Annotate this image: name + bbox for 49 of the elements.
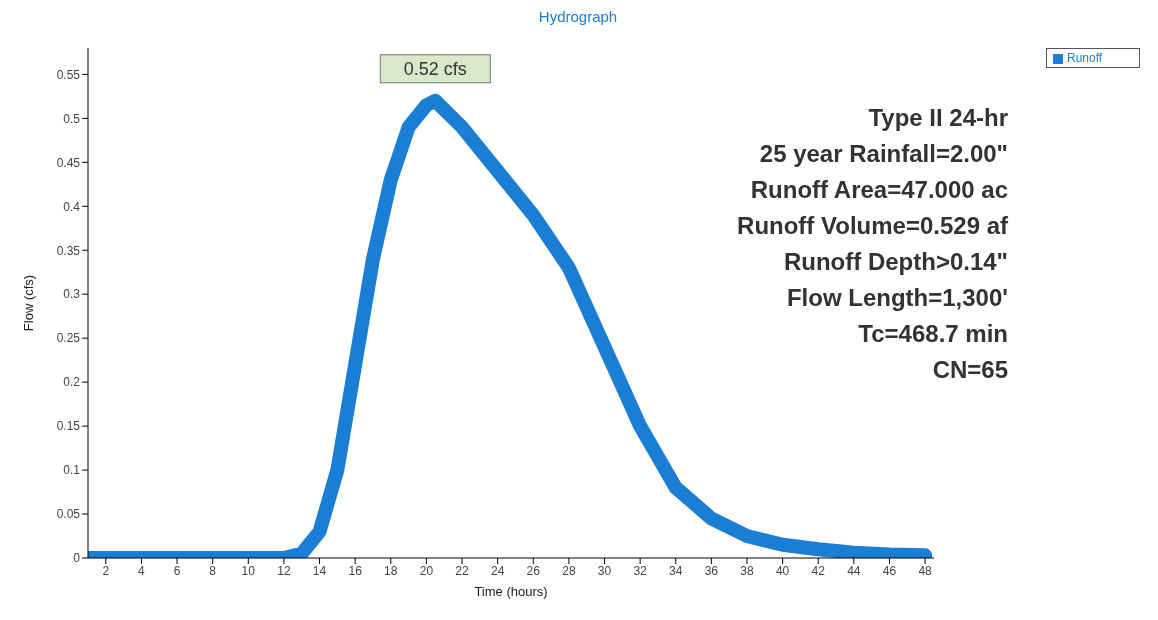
x-tick-label: 30 [597, 563, 612, 578]
x-tick-label: 4 [138, 563, 146, 578]
x-tick-label: 42 [811, 563, 826, 578]
x-tick-label: 10 [241, 563, 256, 578]
x-tick-label: 44 [847, 563, 861, 578]
y-tick-label: 0.25 [56, 331, 81, 346]
x-tick-label: 46 [882, 563, 897, 578]
x-tick-label: 8 [209, 563, 217, 578]
annotation: 0.52 cfs [403, 58, 467, 79]
y-tick-label: 0.5 [63, 111, 81, 126]
x-tick-label: 36 [704, 563, 719, 578]
y-tick-label: 0.45 [56, 155, 81, 170]
y-tick-label: 0.55 [56, 67, 81, 82]
x-tick-label: 22 [455, 563, 470, 578]
annotation: Tc=468.7 min [857, 319, 1008, 349]
x-tick-label: 14 [312, 563, 327, 578]
x-axis-title: Time (hours) [474, 584, 548, 599]
annotation: Type II 24-hr [867, 103, 1008, 133]
annotation: Runoff Volume=0.529 af [737, 211, 1008, 241]
x-tick-label: 18 [384, 563, 398, 578]
x-tick-label: 26 [526, 563, 541, 578]
x-tick-label: 6 [173, 563, 181, 578]
x-tick-label: 20 [419, 563, 434, 578]
chart-title: Hydrograph [537, 8, 619, 27]
y-tick-label: 0 [73, 551, 81, 566]
annotation: Flow Length=1,300' [785, 283, 1008, 313]
y-tick-label: 0.4 [63, 199, 81, 214]
y-tick-label: 0.15 [56, 419, 81, 434]
annotation: Runoff Depth>0.14" [782, 247, 1008, 277]
x-tick-label: 28 [562, 563, 576, 578]
annotation: CN=65 [931, 355, 1008, 385]
x-tick-label: 12 [277, 563, 291, 578]
annotation: 25 year Rainfall=2.00" [758, 139, 1008, 169]
legend-label: Runoff [1067, 51, 1103, 65]
y-axis-title: Flow (cfs) [20, 274, 36, 332]
x-tick-label: 24 [490, 563, 505, 578]
x-tick-label: 48 [918, 563, 933, 578]
x-tick-label: 34 [669, 563, 683, 578]
x-tick-label: 32 [633, 563, 648, 578]
annotation: Runoff Area=47.000 ac [749, 175, 1008, 205]
y-tick-label: 0.1 [63, 463, 81, 478]
y-tick-label: 0.35 [56, 243, 81, 258]
x-tick-label: 38 [740, 563, 754, 578]
x-tick-label: 40 [775, 563, 790, 578]
y-tick-label: 0.2 [63, 375, 81, 390]
y-tick-label: 0.3 [63, 287, 81, 302]
y-tick-label: 0.05 [56, 507, 81, 522]
x-tick-label: 2 [102, 563, 110, 578]
x-tick-label: 16 [348, 563, 363, 578]
